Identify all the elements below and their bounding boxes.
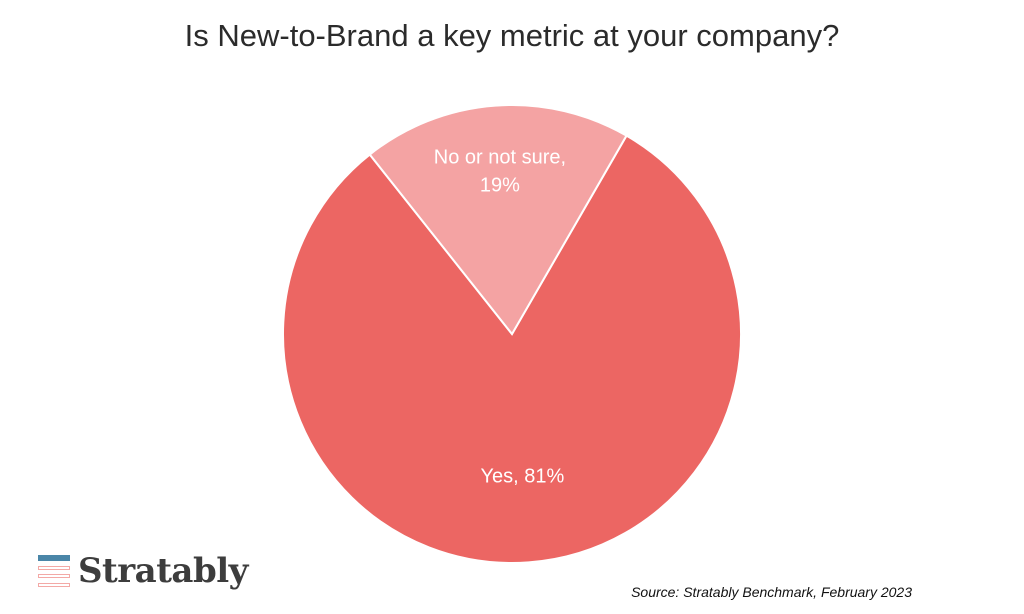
pie-slices [282,104,742,564]
pie-slice-label: No or not sure, 19% [434,147,566,197]
stratably-logo: Stratably [38,551,248,591]
pie-slice-label: Yes, 81% [481,466,565,488]
pie-slice-yes [282,134,742,564]
logo-mark-icon [38,555,70,587]
logo-bar [38,582,70,587]
logo-text: Stratably [78,551,248,591]
pie-slice-no-or-not-sure [368,104,628,336]
logo-bar [38,574,70,579]
chart-title: Is New-to-Brand a key metric at your com… [184,18,840,53]
source-note: Source: Stratably Benchmark, February 20… [631,584,912,600]
logo-bar [38,555,70,561]
logo-bar [38,565,70,570]
pie-labels: Yes, 81% No or not sure, 19% [434,147,566,488]
